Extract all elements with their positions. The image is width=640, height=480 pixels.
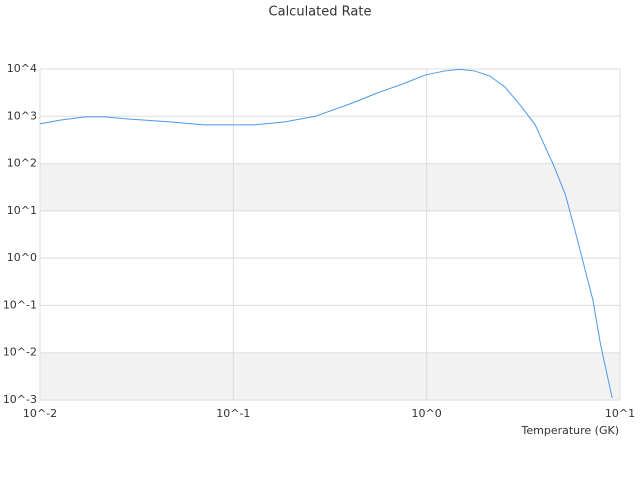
y-tick-label: 10^1 — [7, 204, 37, 217]
grid-band — [40, 352, 620, 400]
y-tick-label: 10^-3 — [3, 393, 37, 406]
x-tick-label: 10^-2 — [23, 407, 57, 420]
y-tick-label: 10^3 — [7, 109, 37, 122]
x-tick-label: 10^1 — [605, 407, 635, 420]
y-tick-label: 10^2 — [7, 157, 37, 170]
grid-band — [40, 163, 620, 211]
x-axis-label: Temperature (GK) — [521, 424, 620, 437]
y-tick-label: 10^-1 — [3, 298, 37, 311]
x-tick-label: 10^-1 — [216, 407, 250, 420]
y-tick-label: 10^0 — [7, 251, 37, 264]
y-tick-label: 10^-2 — [3, 346, 37, 359]
chart-title: Calculated Rate — [269, 5, 372, 20]
line-series — [39, 68, 613, 399]
x-tick-label: 10^0 — [412, 407, 442, 420]
y-tick-label: 10^4 — [7, 62, 37, 75]
